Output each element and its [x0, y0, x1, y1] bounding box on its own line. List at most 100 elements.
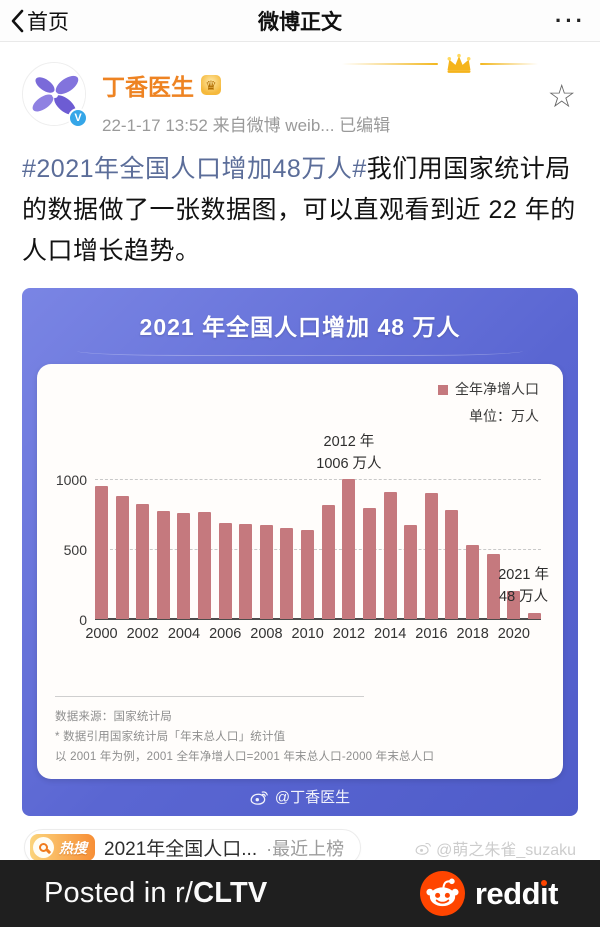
bar-2010: [301, 529, 315, 620]
x-tick-label: 2000: [85, 626, 118, 643]
page-title: 微博正文: [258, 10, 342, 34]
bar-2007: [239, 524, 253, 620]
source-line: 以 2001 年为例，2001 全年净增人口=2001 年末总人口-2000 年…: [55, 750, 435, 763]
bar-2001: [115, 495, 129, 620]
bar-2018: [465, 545, 479, 620]
community-name: CLTV: [193, 877, 268, 909]
author-block: 丁香医生 ♛ 22-1-17 13:52 来自微博 weib... 已编辑: [102, 62, 390, 136]
bars-container: [95, 434, 541, 620]
bar-2002: [136, 503, 150, 620]
chart-canvas: 全年净增人口 单位：万人 0 500 1000 2012 年 1006 万人 2021 年…: [37, 364, 563, 780]
unit-label: 单位：万人: [469, 407, 539, 424]
post-meta: 22-1-17 13:52 来自微博 weib... 已编辑: [102, 116, 391, 135]
hot-search-suffix: ·最近上榜: [266, 838, 345, 859]
bar-2019: [486, 554, 500, 620]
chart-title: 2021 年全国人口增加 48 万人: [139, 314, 461, 340]
chart-image[interactable]: 2021 年全国人口增加 48 万人 全年净增人口 单位：万人 0 500 1000…: [22, 288, 578, 817]
favorite-star-button[interactable]: ☆: [547, 78, 576, 114]
x-tick-label: 2008: [250, 626, 283, 643]
gold-line: [342, 63, 438, 65]
avatar[interactable]: V: [22, 62, 88, 128]
x-tick-label: 2004: [167, 626, 201, 643]
x-tick-label: 2006: [209, 626, 242, 643]
annotation-2021年: 2021 年 48 万人: [498, 566, 549, 606]
weibo-icon: [250, 790, 268, 805]
bar-2004: [177, 512, 191, 620]
crown-decoration: [342, 53, 538, 75]
posted-in-label: Posted in r/CLTV: [44, 877, 267, 910]
x-tick-label: 2020: [497, 626, 531, 643]
reddit-i-orange-dot: ı: [540, 875, 549, 911]
bar-2016: [424, 492, 438, 620]
posted-prefix: Posted in r/: [44, 877, 194, 909]
weibo-icon: [415, 842, 432, 855]
post-body: V 丁香医生 ♛ 22-1-17 13:52 来自微博 weib... 已编辑 …: [0, 62, 600, 867]
gold-line: [480, 63, 538, 65]
y-tick-label: 500: [63, 542, 87, 559]
y-tick-label: 1000: [55, 472, 87, 489]
back-label: 首页: [27, 11, 69, 34]
hot-badge-label: 热搜: [59, 839, 87, 856]
bar-2011: [321, 504, 335, 620]
bar-2014: [383, 492, 397, 620]
title-arc-decoration: [77, 346, 523, 356]
bar-2005: [198, 511, 212, 620]
x-tick-label: 2002: [126, 626, 159, 643]
bar-2000: [95, 485, 108, 620]
y-tick-label: 0: [79, 612, 87, 629]
x-tick-label: 2014: [374, 626, 407, 643]
bar-2020: [507, 590, 521, 620]
hot-search-text: 2021年全国人口...: [104, 839, 258, 861]
crown-icon: [447, 53, 471, 73]
reddit-brand: reddıt: [419, 871, 559, 916]
verified-v-badge-icon: V: [68, 108, 88, 128]
user-watermark-text: @萌之朱雀_suzaku: [436, 841, 576, 859]
chart-watermark-text: @丁香医生: [274, 789, 351, 807]
vip-crown-badge-icon: ♛: [201, 75, 221, 95]
hot-search-badge: 热搜: [30, 834, 95, 862]
author-name[interactable]: 丁香医生: [102, 74, 194, 100]
reddit-wordmark: reddıt: [474, 875, 559, 911]
source-line: 数据来源：国家统计局: [55, 711, 172, 724]
bar-2021: [527, 612, 541, 620]
plot-area: 0 500 1000 2012 年 1006 万人 2021 年 48 万人: [56, 433, 549, 629]
x-tick-label: 2016: [415, 626, 448, 643]
hot-search-pill[interactable]: 热搜 2021年全国人口... ·最近上榜: [24, 829, 362, 867]
plot: 0 500 1000 2012 年 1006 万人 2021 年 48 万人 2000 200…: [55, 433, 549, 644]
hashtag-link[interactable]: #2021年全国人口增加48万人#: [22, 155, 367, 183]
post-header: V 丁香医生 ♛ 22-1-17 13:52 来自微博 weib... 已编辑 …: [22, 62, 578, 136]
annotation-2012年: 2012 年 1006 万人: [316, 433, 382, 473]
reddit-footer-bar: Posted in r/CLTV reddıt: [0, 860, 600, 927]
legend-swatch-icon: [438, 384, 448, 395]
bar-2017: [445, 510, 459, 620]
post-text: #2021年全国人口增加48万人#我们用国家统计局的数据做了一张数据图，可以直观…: [22, 149, 578, 272]
chart-watermark: @丁香医生: [37, 779, 563, 816]
bar-2012: [342, 478, 356, 620]
hot-search-row: 热搜 2021年全国人口... ·最近上榜 @萌之朱雀_suzaku: [24, 829, 576, 867]
back-button[interactable]: 首页: [10, 0, 69, 42]
gridline: [95, 479, 541, 481]
bar-2003: [156, 511, 170, 620]
bar-2013: [362, 508, 376, 620]
bar-2006: [218, 522, 232, 620]
x-axis-labels: 2000 2002 2004 2006 2008 2010 2012 2014 2016 2018…: [85, 620, 541, 644]
top-nav-bar: 首页 微博正文 ···: [0, 0, 600, 42]
more-menu-button[interactable]: ···: [555, 8, 586, 33]
footer-divider: [55, 696, 364, 698]
x-tick-label: 2018: [456, 626, 489, 643]
x-tick-label: 2012: [332, 626, 366, 643]
user-watermark: @萌之朱雀_suzaku: [415, 836, 576, 860]
reddit-logo-icon: [419, 871, 465, 916]
legend-label: 全年净增人口: [455, 381, 539, 397]
gridline: [95, 549, 541, 551]
bar-2015: [404, 525, 418, 620]
magnifier-icon: [33, 837, 54, 859]
source-line: * 数据引用国家统计局「年末总人口」统计值: [55, 731, 286, 744]
source-notes: 数据来源：国家统计局 * 数据引用国家统计局「年末总人口」统计值 以 2001 …: [55, 708, 545, 767]
x-tick-label: 2010: [291, 626, 324, 643]
chevron-left-icon: [11, 9, 24, 33]
bar-2009: [280, 528, 294, 620]
post-text-body: 我们用国家统计局的数据做了一张数据图，可以直观看到近 22 年的人口增长趋势。: [22, 155, 576, 265]
chart-legend: 全年净增人口 单位：万人: [55, 378, 545, 428]
